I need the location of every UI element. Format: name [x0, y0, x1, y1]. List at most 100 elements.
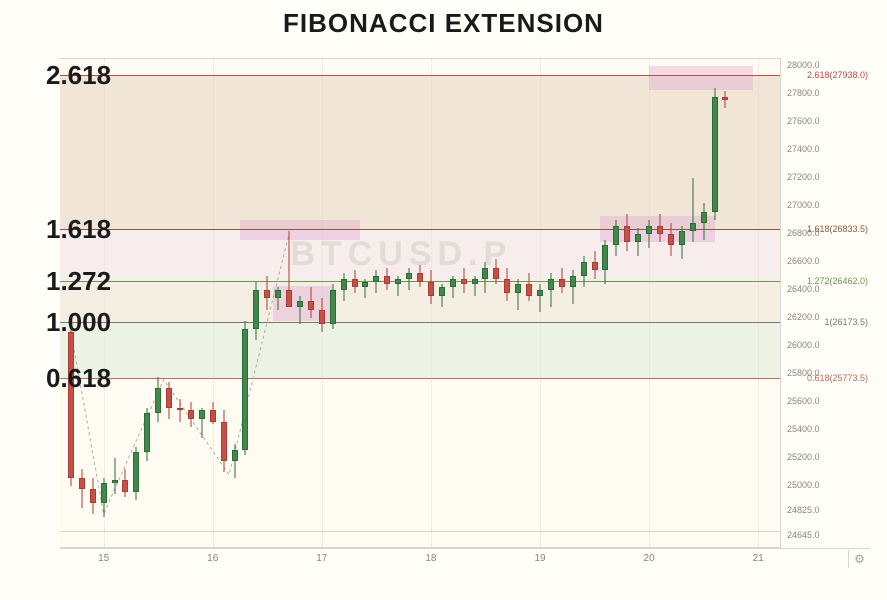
candle-body — [581, 262, 587, 276]
candle[interactable] — [253, 282, 259, 341]
candle-wick — [649, 220, 650, 248]
candle[interactable] — [526, 273, 532, 301]
candle[interactable] — [232, 444, 238, 478]
y-tick-label: 25600.0 — [787, 396, 820, 406]
candle[interactable] — [242, 321, 248, 455]
candle-body — [417, 273, 423, 281]
candle[interactable] — [373, 270, 379, 292]
y-tick-label: 28000.0 — [787, 60, 820, 70]
candle-body — [482, 268, 488, 279]
candle[interactable] — [570, 270, 576, 304]
candle-body — [690, 223, 696, 231]
candle[interactable] — [537, 284, 543, 312]
candle[interactable] — [275, 287, 281, 309]
candle[interactable] — [701, 203, 707, 239]
candle[interactable] — [450, 276, 456, 298]
candle[interactable] — [264, 276, 270, 310]
candle[interactable] — [166, 382, 172, 418]
candle[interactable] — [581, 256, 587, 287]
candle-body — [319, 310, 325, 324]
fib-ratio-big-label: 1.272 — [46, 266, 111, 297]
candle-body — [646, 226, 652, 234]
candle[interactable] — [592, 251, 598, 279]
candle[interactable] — [112, 458, 118, 494]
candle[interactable] — [668, 223, 674, 257]
fib-ratio-big-label: 1.618 — [46, 214, 111, 245]
candle[interactable] — [188, 402, 194, 427]
candle[interactable] — [690, 178, 696, 242]
candle[interactable] — [362, 279, 368, 299]
candle[interactable] — [548, 273, 554, 307]
candle[interactable] — [395, 276, 401, 296]
x-tick-label: 21 — [753, 553, 764, 564]
candle[interactable] — [133, 447, 139, 500]
candle-body — [166, 388, 172, 408]
candle[interactable] — [79, 469, 85, 508]
candle[interactable] — [646, 220, 652, 248]
candle[interactable] — [199, 408, 205, 439]
candle[interactable] — [417, 265, 423, 287]
candle-body — [68, 332, 74, 478]
fib-band — [60, 322, 780, 378]
candle[interactable] — [406, 268, 412, 290]
candle[interactable] — [722, 91, 728, 108]
candle[interactable] — [90, 478, 96, 514]
candle-wick — [289, 231, 290, 298]
y-tick-label: 27800.0 — [787, 88, 820, 98]
candle[interactable] — [559, 268, 565, 293]
candle[interactable] — [286, 231, 292, 298]
candle-body — [384, 276, 390, 284]
candle[interactable] — [515, 279, 521, 310]
candle-body — [722, 97, 728, 100]
fib-ratio-big-label: 0.618 — [46, 363, 111, 394]
candle[interactable] — [330, 284, 336, 329]
y-tick-label: 26600.0 — [787, 256, 820, 266]
candle[interactable] — [384, 268, 390, 290]
candle[interactable] — [221, 410, 227, 472]
candle-body — [101, 483, 107, 503]
candle[interactable] — [177, 399, 183, 421]
candle[interactable] — [472, 276, 478, 296]
candle[interactable] — [657, 214, 663, 242]
candle-body — [341, 279, 347, 290]
candle[interactable] — [319, 298, 325, 332]
candle[interactable] — [308, 287, 314, 318]
candle-body — [406, 273, 412, 279]
candle[interactable] — [679, 226, 685, 260]
candle-body — [264, 290, 270, 298]
chart-plot-area[interactable]: BTCUSD.P2.618(27938.0)1.618(26833.5)1.27… — [60, 58, 780, 548]
candle[interactable] — [461, 268, 467, 293]
candle[interactable] — [482, 262, 488, 293]
candle[interactable] — [439, 284, 445, 306]
candle[interactable] — [101, 478, 107, 517]
y-tick-label: 24645.0 — [787, 530, 820, 540]
candle-wick — [114, 458, 115, 494]
candle[interactable] — [602, 240, 608, 285]
candle[interactable] — [155, 377, 161, 422]
candle[interactable] — [624, 214, 630, 250]
candle[interactable] — [493, 259, 499, 284]
candle-body — [592, 262, 598, 270]
candle[interactable] — [144, 408, 150, 461]
candle[interactable] — [341, 273, 347, 301]
candle[interactable] — [504, 268, 510, 302]
candle-body — [221, 422, 227, 461]
candle[interactable] — [428, 270, 434, 304]
candle[interactable] — [712, 88, 718, 220]
candle[interactable] — [68, 325, 74, 486]
candle[interactable] — [210, 402, 216, 424]
candle-body — [602, 245, 608, 270]
candle-body — [526, 284, 532, 295]
candle[interactable] — [297, 296, 303, 324]
candle[interactable] — [613, 220, 619, 256]
candle-body — [177, 408, 183, 411]
candle-body — [188, 410, 194, 418]
settings-gear-icon[interactable]: ⚙ — [848, 550, 870, 568]
y-tick-label: 25800.0 — [787, 368, 820, 378]
y-tick-label: 27400.0 — [787, 144, 820, 154]
candle[interactable] — [352, 270, 358, 292]
candle[interactable] — [635, 228, 641, 256]
candle-body — [624, 226, 630, 243]
candle-body — [493, 268, 499, 279]
candle[interactable] — [122, 469, 128, 497]
